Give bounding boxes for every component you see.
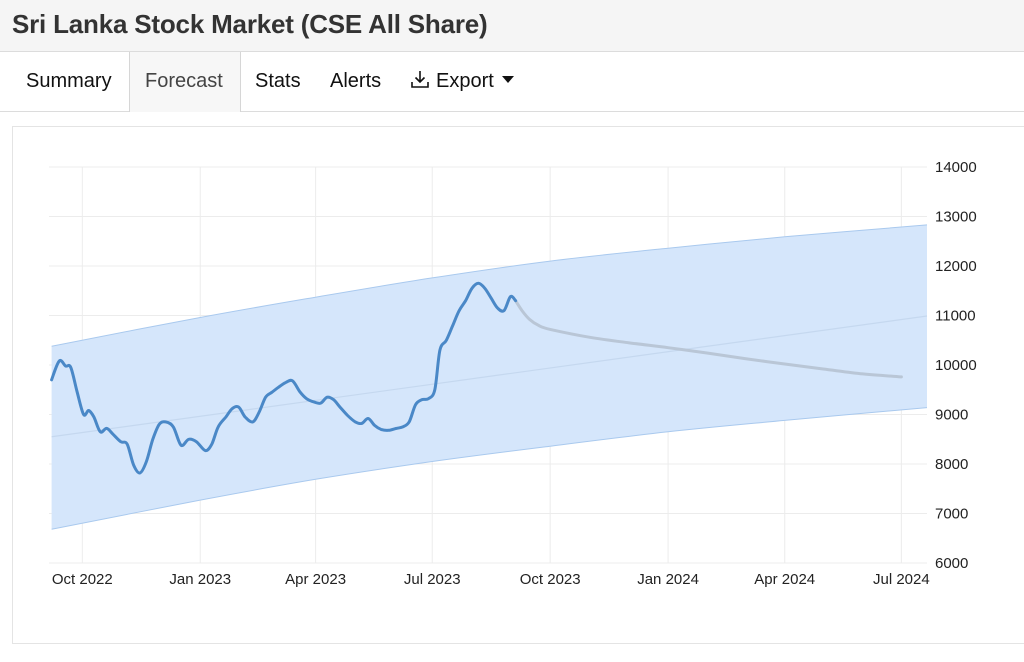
y-tick-label: 9000 <box>935 407 968 424</box>
y-tick-label: 13000 <box>935 209 977 226</box>
x-tick-label: Jan 2023 <box>169 571 231 588</box>
y-tick-label: 14000 <box>935 159 977 176</box>
x-tick-label: Jan 2024 <box>637 571 699 588</box>
x-tick-label: Apr 2023 <box>285 571 346 588</box>
forecast-line <box>514 299 903 379</box>
y-tick-label: 11000 <box>935 308 976 325</box>
y-tick-label: 10000 <box>935 357 977 374</box>
download-icon <box>411 71 429 88</box>
y-tick-label: 7000 <box>935 506 968 523</box>
confidence-band <box>51 224 928 530</box>
x-tick-label: Jul 2024 <box>873 571 930 588</box>
band-lower-edge <box>51 407 928 530</box>
page-title: Sri Lanka Stock Market (CSE All Share) <box>12 9 488 39</box>
tab-forecast[interactable]: Forecast <box>129 52 241 112</box>
tab-summary[interactable]: Summary <box>26 70 112 92</box>
forecast-chart: 6000 7000 8000 9000 10000 11000 12000 13000 1400… <box>49 159 977 588</box>
band-upper-edge <box>51 224 928 347</box>
x-tick-label: Jul 2023 <box>404 571 461 588</box>
x-tick-label: Oct 2022 <box>52 571 113 588</box>
tab-alerts[interactable]: Alerts <box>330 70 382 92</box>
y-tick-label: 6000 <box>935 555 968 572</box>
chevron-down-icon <box>501 76 514 83</box>
y-tick-label: 8000 <box>935 456 968 473</box>
tab-bar: Summary Forecast Stats Alerts Export <box>0 52 1024 112</box>
y-tick-label: 12000 <box>935 258 977 275</box>
title-bar: Sri Lanka Stock Market (CSE All Share) <box>0 0 1024 52</box>
tab-export[interactable]: Export <box>410 52 514 111</box>
trend-line <box>51 315 928 438</box>
export-label: Export <box>436 70 494 92</box>
tab-stats[interactable]: Stats <box>255 70 301 92</box>
x-tick-label: Oct 2023 <box>520 571 581 588</box>
chart-container: 6000 7000 8000 9000 10000 11000 12000 13000 1400… <box>12 126 1024 644</box>
history-line <box>50 281 518 475</box>
x-tick-label: Apr 2024 <box>754 571 815 588</box>
